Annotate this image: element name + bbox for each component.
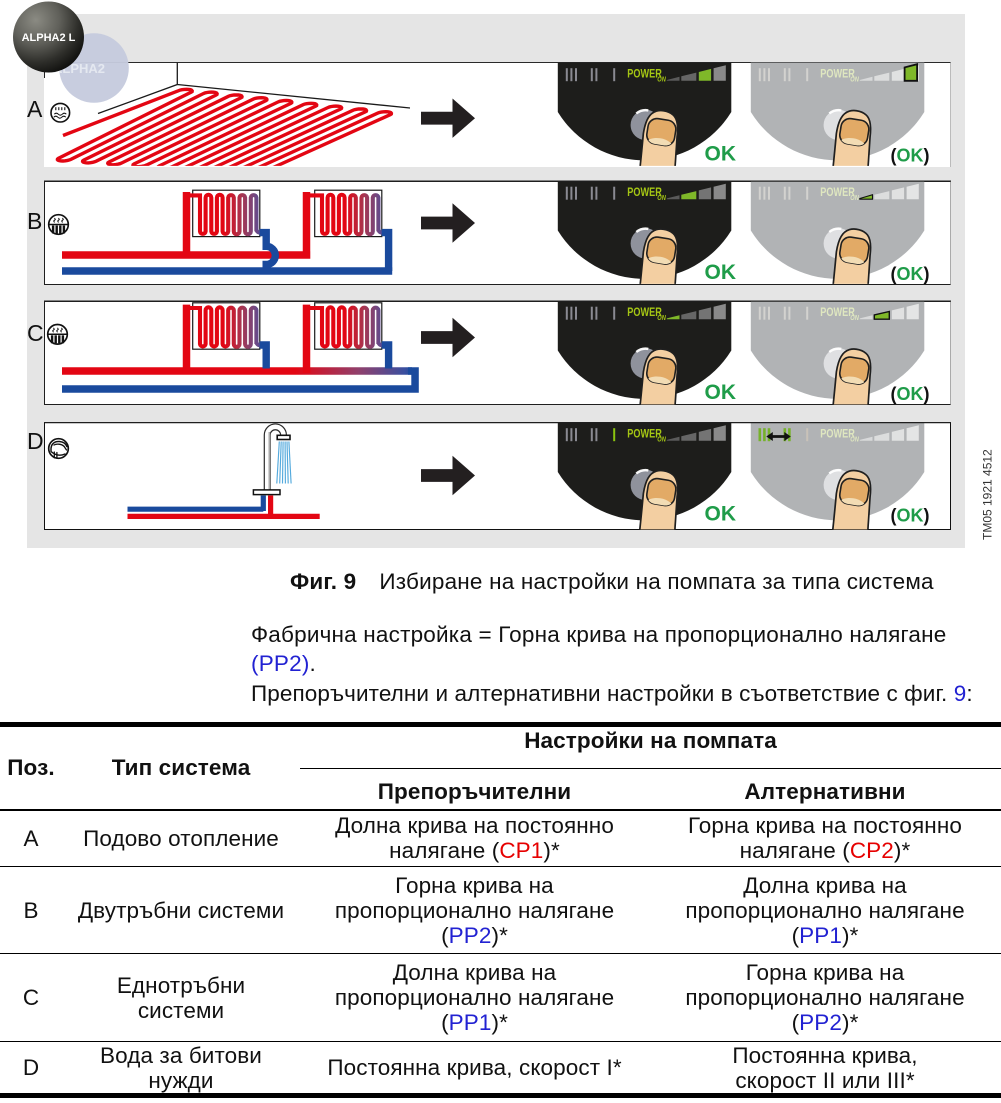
svg-text:POWER: POWER (820, 307, 855, 319)
svg-text:POWER: POWER (820, 69, 855, 81)
svg-text:ON: ON (850, 195, 859, 202)
svg-text:(OK): (OK) (891, 264, 930, 284)
svg-text:(OK): (OK) (891, 146, 930, 166)
svg-text:ALPHA2 L: ALPHA2 L (22, 32, 76, 44)
svg-text:TM05 1921 4512: TM05 1921 4512 (981, 449, 995, 540)
svg-text:ON: ON (850, 76, 859, 83)
svg-text:POWER: POWER (627, 307, 662, 319)
svg-text:ON: ON (657, 315, 666, 322)
svg-text:POWER: POWER (627, 187, 662, 199)
svg-text:POWER: POWER (820, 187, 855, 199)
svg-text:OK: OK (705, 381, 737, 404)
svg-text:ON: ON (657, 436, 666, 443)
svg-text:ON: ON (850, 315, 859, 322)
svg-text:ON: ON (657, 76, 666, 83)
svg-text:OK: OK (705, 503, 737, 526)
svg-text:(OK): (OK) (891, 506, 930, 526)
svg-text:ON: ON (657, 195, 666, 202)
svg-text:POWER: POWER (627, 69, 662, 81)
svg-text:ON: ON (850, 436, 859, 443)
svg-text:OK: OK (705, 261, 737, 284)
svg-text:(OK): (OK) (891, 384, 930, 404)
svg-text:OK: OK (705, 143, 737, 166)
svg-text:POWER: POWER (627, 429, 662, 441)
svg-text:POWER: POWER (820, 429, 855, 441)
